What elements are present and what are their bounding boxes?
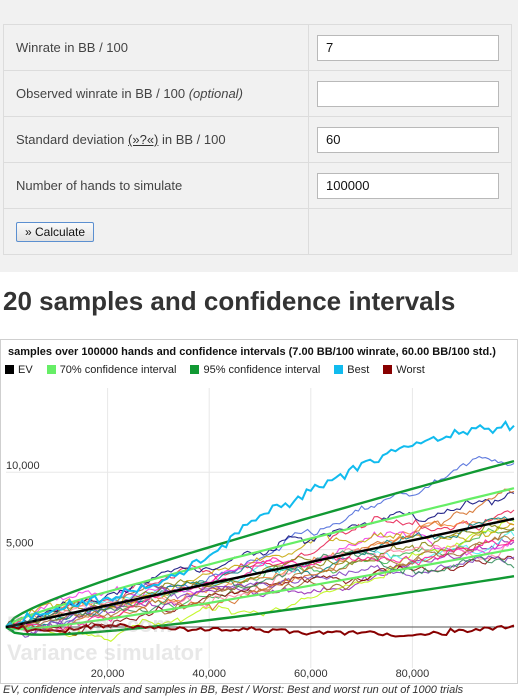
- observed-winrate-label: Observed winrate in BB / 100 (optional): [2, 70, 310, 117]
- variance-chart: 20,000 40,000 60,000 80,000 5,000 10,000 samp…: [0, 339, 518, 684]
- sample-run-line: [5, 530, 515, 628]
- legend-item-2: 95% confidence interval: [190, 364, 320, 376]
- ci70-upper-line: [5, 487, 515, 628]
- legend-swatch-0: [5, 365, 14, 374]
- best-run-line: [5, 420, 515, 630]
- watermark-line2: Variance simulator: [7, 640, 203, 665]
- legend-label-4: Worst: [396, 364, 425, 376]
- form-row-std-dev: Standard deviation (»?«) in BB / 100: [2, 116, 512, 163]
- form-row-observed-winrate: Observed winrate in BB / 100 (optional): [2, 70, 512, 117]
- ci95-lower-line: [5, 575, 515, 636]
- hands-label-text: Number of hands to simulate: [16, 178, 183, 193]
- std-dev-label-text: Standard deviation: [16, 132, 129, 147]
- legend-item-1: 70% confidence interval: [46, 364, 177, 376]
- sample-run-line: [5, 455, 515, 628]
- watermark-line1: Pokerdope.com: [7, 612, 173, 637]
- results-heading: 20 samples and confidence intervals: [3, 286, 456, 316]
- legend-item-3: Best: [334, 364, 369, 376]
- form-row-hands: Number of hands to simulate: [2, 162, 512, 209]
- hands-label: Number of hands to simulate: [2, 162, 310, 209]
- x-tick-label: 60,000: [294, 668, 328, 680]
- winrate-label-text: Winrate in BB / 100: [16, 40, 128, 55]
- sample-run-line: [5, 488, 515, 633]
- form-row-actions: » Calculate: [2, 208, 512, 255]
- simulator-form: Winrate in BB / 100 Observed winrate in …: [2, 24, 512, 255]
- observed-winrate-input[interactable]: [317, 80, 500, 107]
- sample-run-line: [5, 555, 515, 638]
- calculate-button[interactable]: » Calculate: [16, 221, 95, 242]
- optional-hint: (optional): [188, 86, 243, 101]
- x-tick-label: 80,000: [396, 668, 430, 680]
- std-dev-label: Standard deviation (»?«) in BB / 100: [2, 116, 310, 163]
- x-tick-label: 20,000: [91, 668, 125, 680]
- legend-swatch-1: [46, 365, 56, 374]
- sample-run-line: [5, 538, 515, 635]
- chart-title: samples over 100000 hands and confidence…: [8, 346, 496, 358]
- y-tick-label: 10,000: [6, 460, 40, 472]
- worst-run-line: [5, 623, 515, 638]
- x-tick-label: 40,000: [192, 668, 226, 680]
- legend-label-2: 95% confidence interval: [203, 364, 321, 376]
- legend-swatch-2: [190, 365, 200, 374]
- sample-run-line: [5, 539, 515, 632]
- legend-item-4: Worst: [383, 364, 425, 376]
- legend-item-0: EV: [5, 364, 33, 376]
- ci95-upper-line: [5, 459, 515, 628]
- std-dev-help-link[interactable]: (»?«): [128, 132, 159, 147]
- sample-run-line: [5, 549, 515, 629]
- chart-plot-area: 20,000 40,000 60,000 80,000 5,000 10,000: [5, 388, 515, 680]
- simulator-form-panel: Winrate in BB / 100 Observed winrate in …: [0, 0, 518, 272]
- std-dev-label-suffix: in BB / 100: [158, 132, 226, 147]
- std-dev-input[interactable]: [317, 126, 500, 153]
- winrate-input[interactable]: [317, 34, 500, 61]
- legend-label-3: Best: [347, 364, 370, 376]
- legend-label-0: EV: [18, 364, 33, 376]
- form-row-winrate: Winrate in BB / 100: [2, 24, 512, 71]
- ev-line: [5, 517, 515, 629]
- winrate-label: Winrate in BB / 100: [2, 24, 310, 71]
- ci70-lower-line: [5, 548, 515, 631]
- observed-winrate-label-text: Observed winrate in BB / 100: [16, 86, 189, 101]
- legend-swatch-3: [334, 365, 344, 374]
- legend-swatch-4: [383, 365, 393, 374]
- chart-legend: EV 70% confidence interval 95% confidence …: [5, 364, 439, 376]
- legend-label-1: 70% confidence interval: [59, 364, 177, 376]
- y-tick-label: 5,000: [6, 538, 34, 550]
- chart-caption: EV, confidence intervals and samples in …: [3, 684, 464, 696]
- hands-input[interactable]: [317, 172, 500, 199]
